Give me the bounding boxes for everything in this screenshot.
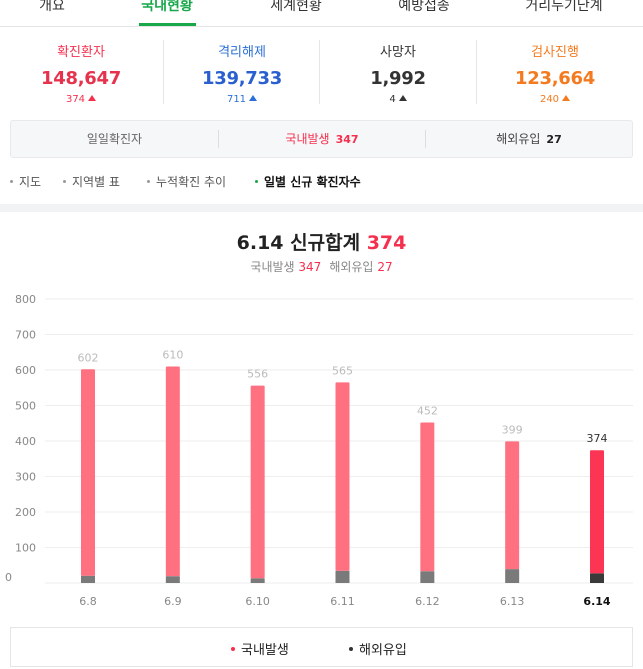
y-tick-label: 100 — [15, 542, 36, 555]
divider — [218, 130, 219, 148]
legend-dot-icon — [231, 647, 235, 651]
y-tick-label: 400 — [15, 435, 36, 448]
tab-world[interactable]: 세계현황 — [270, 0, 322, 14]
tab-distancing[interactable]: 거리두기단계 — [525, 0, 603, 14]
y-tick-label: 300 — [15, 471, 36, 484]
bar-domestic — [165, 366, 180, 577]
stat-deaths: 사망자 1,992 4 — [318, 38, 478, 105]
subtab-region-table[interactable]: 지역별 표 — [63, 173, 120, 190]
y-tick-label: 200 — [15, 506, 36, 519]
stat-released: 격리해제 139,733 711 — [162, 38, 322, 105]
bullet-icon — [63, 180, 66, 183]
bar-overseas — [250, 578, 265, 583]
stat-value: 1,992 — [370, 68, 426, 89]
x-tick-label: 6.13 — [500, 595, 525, 608]
divider — [476, 40, 477, 104]
bar-value-label: 399 — [502, 423, 523, 436]
stats-summary: 확진환자 148,647 374 격리해제 139,733 711 사망자 1,… — [0, 38, 643, 108]
chart-title: 6.14 신규합계 374 — [236, 232, 407, 254]
x-tick-label: 6.9 — [164, 595, 182, 608]
x-tick-label: 6.8 — [79, 595, 97, 608]
tab-domestic[interactable]: 국내현황 — [141, 0, 193, 14]
daily-cases-bar-chart: 0 100 200 300 400 500 600 700 800 602 6.8 610 6.9 556… — [5, 293, 633, 608]
bar-value-label: 565 — [332, 364, 353, 377]
bar-domestic — [420, 422, 435, 572]
bullet-icon — [10, 180, 13, 183]
tab-overview[interactable]: 개요 — [39, 0, 65, 14]
y-tick-label: 700 — [15, 329, 36, 342]
bar-domestic — [335, 382, 350, 571]
up-triangle-icon — [88, 95, 97, 101]
x-tick-label: 6.11 — [330, 595, 355, 608]
stat-delta: 240 — [475, 94, 635, 105]
section-separator — [0, 204, 643, 212]
chart-subtitle: 국내발생 347 해외유입 27 — [250, 260, 393, 274]
daily-domestic: 국내발생 347 — [285, 132, 359, 146]
bar-domestic — [590, 450, 604, 574]
bar-value-label: 610 — [162, 348, 183, 361]
bar-overseas — [590, 573, 604, 583]
stat-label: 확진환자 — [57, 45, 105, 60]
x-tick-label: 6.10 — [245, 595, 270, 608]
bullet-icon — [147, 180, 150, 183]
top-tabs: 개요 국내현황 세계현황 예방접종 거리두기단계 — [0, 0, 643, 27]
stat-value: 123,664 — [515, 68, 595, 89]
bar-value-label: 452 — [417, 405, 438, 418]
subtab-map[interactable]: 지도 — [10, 173, 41, 190]
stat-delta: 711 — [162, 94, 322, 105]
chart-legend: 국내발생 해외유입 — [10, 627, 633, 667]
y-tick-label: 500 — [15, 400, 36, 413]
subtab-cumulative[interactable]: 누적확진 추이 — [147, 173, 226, 190]
legend-dot-icon — [349, 647, 353, 651]
x-tick-label: 6.12 — [415, 595, 440, 608]
legend-overseas: 해외유입 — [349, 639, 407, 658]
daily-overseas: 해외유입 27 — [496, 132, 562, 146]
subtab-daily-new[interactable]: 일별 신규 확진자수 — [255, 173, 361, 190]
y-tick-label: 600 — [15, 364, 36, 377]
stat-delta: 4 — [318, 94, 478, 105]
y-tick-label: 800 — [15, 293, 36, 306]
stat-confirmed: 확진환자 148,647 374 — [1, 38, 161, 105]
stat-delta: 374 — [1, 94, 161, 105]
tab-vaccination[interactable]: 예방접종 — [398, 0, 450, 14]
bullet-icon — [255, 180, 258, 183]
divider — [319, 40, 320, 104]
bar-value-label: 602 — [78, 351, 99, 364]
bar-domestic — [250, 385, 265, 579]
bar-overseas — [505, 569, 520, 583]
stat-value: 139,733 — [202, 68, 282, 89]
bar-value-label: 556 — [247, 368, 268, 381]
daily-label: 일일확진자 — [86, 132, 143, 146]
bar-overseas — [81, 575, 95, 583]
stat-value: 148,647 — [41, 68, 121, 89]
bar-overseas — [335, 570, 350, 583]
divider — [163, 40, 164, 104]
daily-summary-box: 일일확진자 국내발생 347 해외유입 27 — [10, 120, 633, 158]
bar-domestic — [505, 441, 520, 570]
up-triangle-icon — [562, 95, 571, 101]
stat-label: 격리해제 — [218, 45, 266, 60]
y-tick-label: 0 — [5, 571, 12, 584]
stat-label: 사망자 — [380, 45, 416, 60]
bar-overseas — [165, 576, 180, 583]
bar-overseas — [420, 571, 435, 583]
stat-testing: 검사진행 123,664 240 — [475, 38, 635, 105]
divider — [425, 130, 426, 148]
legend-domestic: 국내발생 — [231, 639, 289, 658]
x-tick-label: 6.14 — [583, 595, 610, 608]
stat-label: 검사진행 — [531, 45, 579, 60]
up-triangle-icon — [249, 95, 258, 101]
bar-domestic — [81, 369, 95, 576]
active-tab-underline — [139, 23, 196, 26]
bar-value-label: 374 — [587, 432, 608, 445]
up-triangle-icon — [398, 95, 407, 101]
